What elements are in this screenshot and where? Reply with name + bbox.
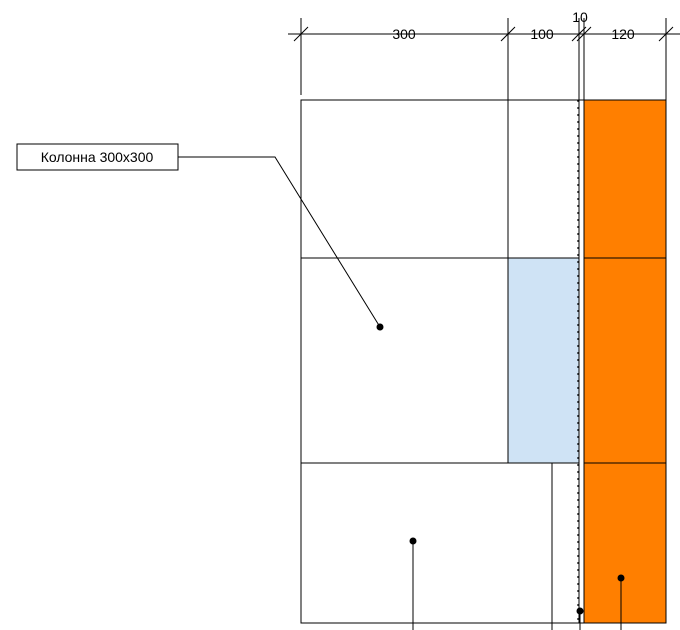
dimension-120: 120 xyxy=(611,26,635,42)
dimension-300: 300 xyxy=(392,26,416,42)
column-callout: Колонна 300х300 xyxy=(16,143,384,331)
dimension-10: 10 xyxy=(572,9,588,25)
air-gap-leader xyxy=(576,607,584,630)
insulation-layer xyxy=(507,257,580,464)
brick-leader xyxy=(617,574,625,630)
concrete-column xyxy=(300,257,509,464)
dimension-100: 100 xyxy=(530,26,554,42)
block-leader xyxy=(409,537,417,630)
block-masonry-lower xyxy=(300,462,580,624)
column-callout-label: Колонна 300х300 xyxy=(41,149,154,165)
air-gap-layer xyxy=(576,99,585,624)
block-masonry-upper xyxy=(300,99,580,259)
dimension-chain xyxy=(288,18,680,100)
facing-brick-layer xyxy=(583,99,667,624)
